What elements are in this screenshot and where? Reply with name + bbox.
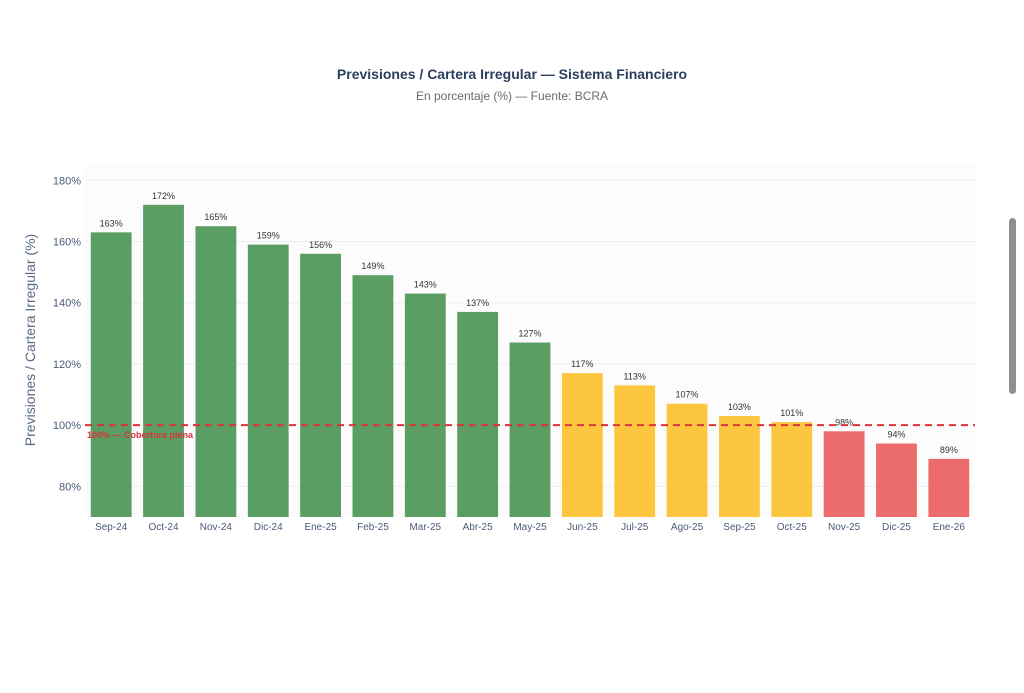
- x-tick-label: Ene-26: [933, 522, 966, 533]
- bar: [90, 232, 132, 518]
- bar-value-label: 101%: [780, 408, 803, 418]
- x-tick-label: Jun-25: [567, 522, 598, 533]
- x-tick-label: Feb-25: [357, 522, 389, 533]
- bar: [195, 226, 237, 517]
- bar-value-label: 137%: [466, 298, 489, 308]
- bar-value-label: 156%: [309, 240, 332, 250]
- x-tick-label: May-25: [513, 522, 547, 533]
- x-tick-label: Nov-25: [828, 522, 861, 533]
- bar: [771, 422, 813, 517]
- y-tick-label: 100%: [53, 420, 81, 432]
- bar: [509, 342, 551, 517]
- bar-value-label: 165%: [204, 212, 227, 222]
- x-tick-label: Sep-25: [723, 522, 756, 533]
- bar-value-label: 94%: [887, 430, 905, 440]
- bar: [823, 431, 865, 517]
- bar-value-label: 143%: [414, 280, 437, 290]
- y-tick-label: 120%: [53, 359, 81, 371]
- bar-value-label: 127%: [518, 329, 541, 339]
- chart-title: Previsiones / Cartera Irregular — Sistem…: [336, 66, 688, 82]
- y-tick-label: 160%: [53, 237, 81, 249]
- x-tick-label: Sep-24: [95, 522, 128, 533]
- bar: [352, 275, 394, 517]
- reference-line-label: 100% — Cobertura plena: [87, 430, 194, 440]
- bar: [666, 403, 708, 517]
- bar-value-label: 103%: [728, 402, 751, 412]
- x-tick-label: Oct-25: [777, 522, 807, 533]
- x-tick-label: Ago-25: [671, 522, 704, 533]
- x-tick-label: Dic-25: [882, 522, 911, 533]
- bar-value-label: 163%: [100, 218, 123, 228]
- scrollbar-thumb[interactable]: [1009, 218, 1016, 394]
- x-tick-label: Jul-25: [621, 522, 649, 533]
- bar: [614, 385, 656, 517]
- bar-value-label: 117%: [571, 359, 593, 369]
- bar-value-label: 98%: [835, 417, 853, 427]
- y-tick-label: 180%: [53, 175, 81, 187]
- bar-value-label: 107%: [676, 390, 699, 400]
- bar: [457, 311, 499, 517]
- x-tick-label: Abr-25: [463, 522, 493, 533]
- chart-subtitle: En porcentaje (%) — Fuente: BCRA: [415, 89, 609, 103]
- x-tick-label: Dic-24: [254, 522, 283, 533]
- x-tick-label: Ene-25: [304, 522, 337, 533]
- bar: [718, 415, 760, 517]
- x-tick-label: Mar-25: [409, 522, 441, 533]
- bar: [300, 253, 342, 518]
- bar: [404, 293, 446, 517]
- bar-value-label: 159%: [257, 231, 280, 241]
- bar-value-label: 149%: [361, 261, 384, 271]
- y-tick-label: 140%: [53, 298, 81, 310]
- x-tick-label: Nov-24: [200, 522, 233, 533]
- y-tick-label: 80%: [59, 481, 81, 493]
- bar: [876, 443, 917, 517]
- bar-value-label: 172%: [152, 191, 175, 201]
- bar-value-label: 89%: [940, 445, 958, 455]
- bar-value-label: 113%: [624, 371, 646, 381]
- x-tick-label: Oct-24: [149, 522, 179, 533]
- bar: [928, 458, 970, 517]
- bar: [561, 373, 603, 517]
- bar: [143, 204, 184, 517]
- bar: [247, 244, 289, 517]
